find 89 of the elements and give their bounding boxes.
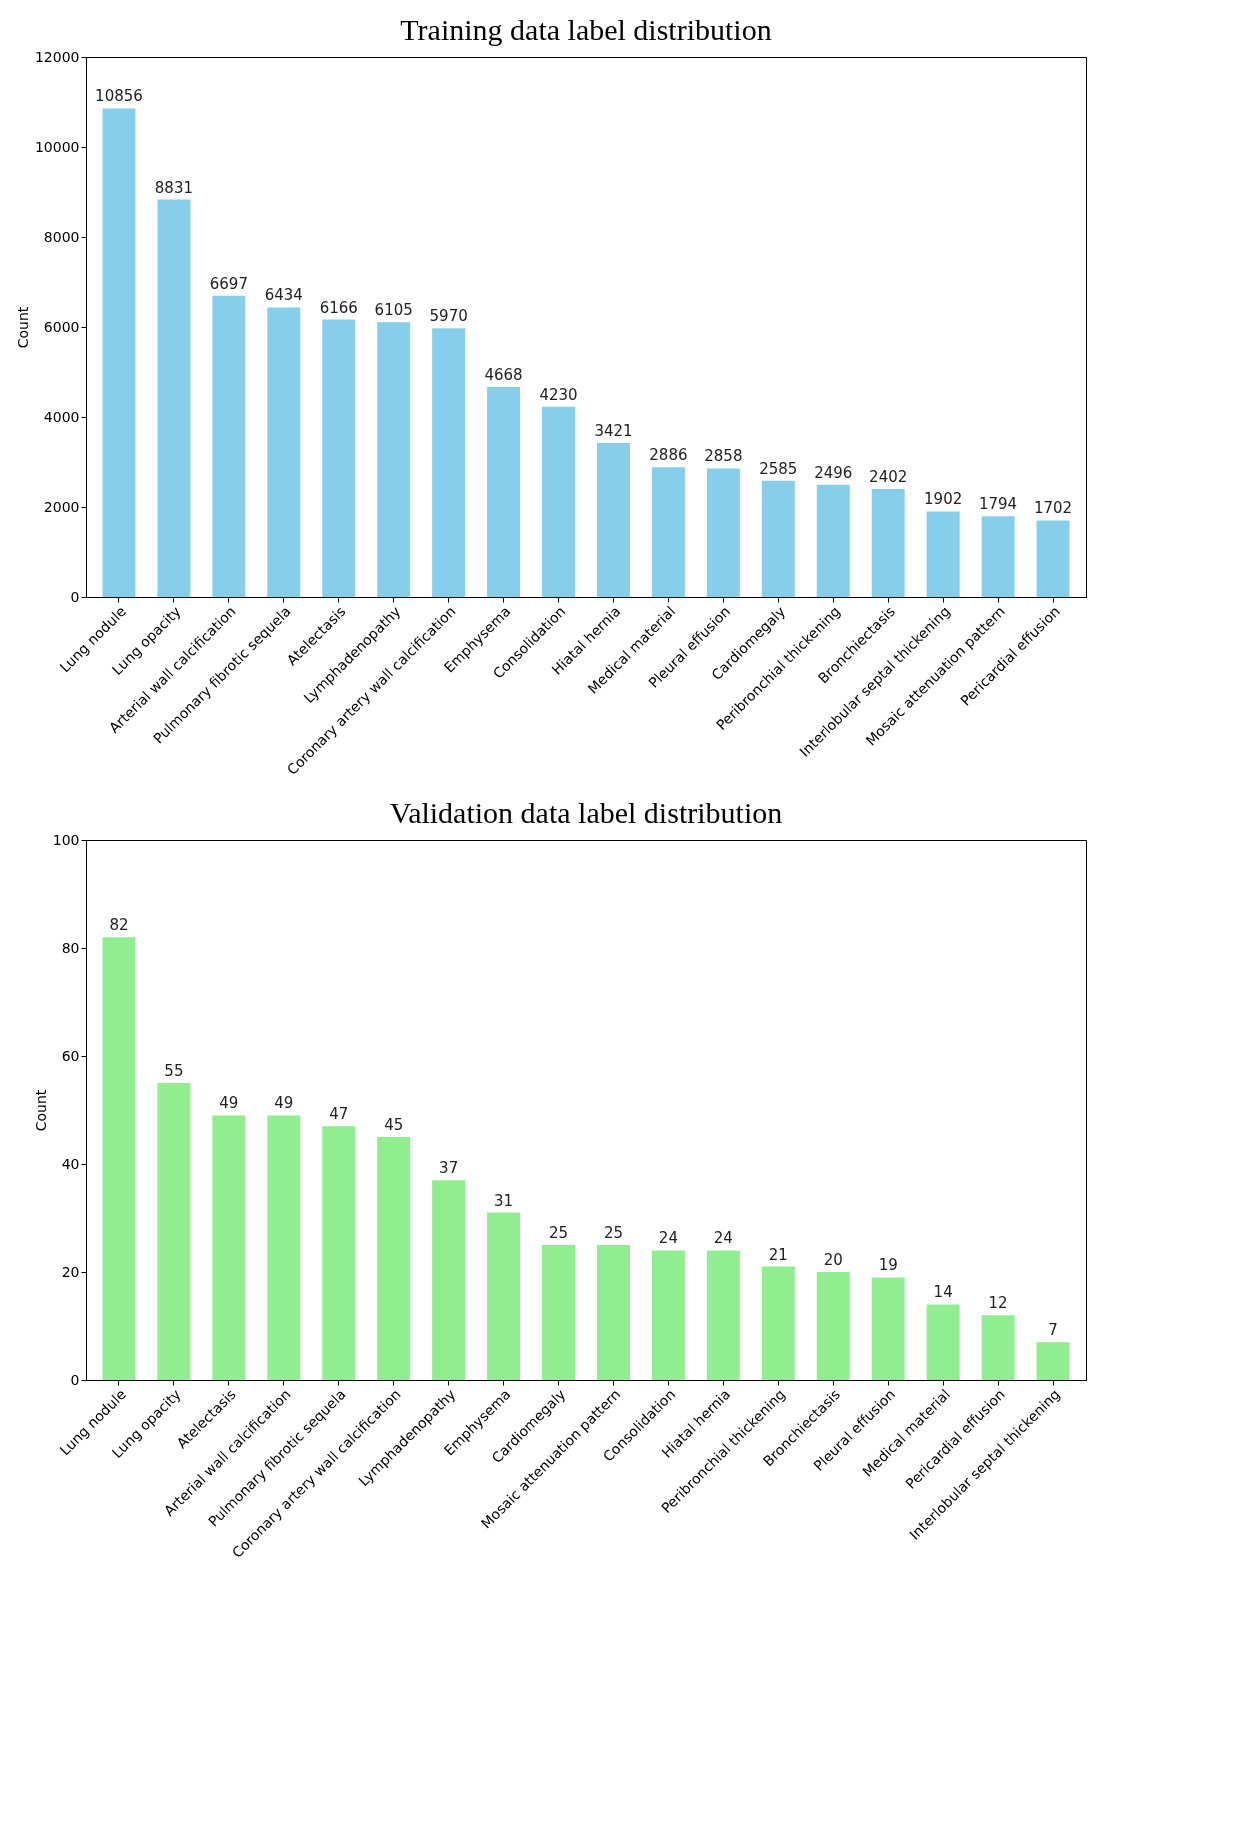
y-tick-label: 12000	[34, 48, 80, 65]
bar	[542, 406, 576, 597]
data-label: 49	[274, 1094, 294, 1113]
bar	[761, 1266, 795, 1380]
data-label: 19	[878, 1256, 898, 1275]
data-label: 2496	[814, 463, 853, 482]
bar	[871, 488, 905, 597]
data-label: 45	[384, 1116, 404, 1134]
bar	[816, 484, 850, 597]
bar	[487, 1212, 521, 1380]
data-label: 55	[164, 1062, 184, 1080]
bar	[212, 295, 246, 597]
data-label: 47	[329, 1105, 349, 1124]
y-tick-label: 0	[70, 588, 80, 605]
bar	[1036, 520, 1070, 597]
bar	[432, 328, 466, 597]
y-tick-label: 100	[52, 831, 80, 848]
data-label: 82	[109, 916, 129, 935]
bar	[322, 1126, 356, 1380]
bar	[102, 108, 136, 597]
bar	[761, 480, 795, 597]
bar	[267, 1115, 301, 1380]
data-label: 10856	[95, 87, 143, 106]
y-axis-title: Count	[14, 306, 31, 349]
y-tick-label: 2000	[43, 498, 80, 515]
bar	[487, 386, 521, 597]
bar	[981, 516, 1015, 597]
bar	[1036, 1342, 1070, 1380]
data-label: 25	[603, 1224, 624, 1242]
data-label: 3421	[594, 422, 633, 441]
bar	[871, 1277, 905, 1380]
bar	[816, 1272, 850, 1380]
data-label: 2858	[704, 447, 743, 466]
bar	[377, 1137, 411, 1380]
y-tick-label: 8000	[43, 228, 80, 245]
data-label: 6434	[264, 286, 303, 305]
data-label: 5970	[429, 307, 468, 326]
bar	[981, 1315, 1015, 1380]
data-label: 7	[1048, 1321, 1058, 1340]
bar	[596, 1245, 630, 1380]
data-label: 49	[219, 1094, 239, 1113]
bar	[706, 1250, 740, 1380]
data-label: 8831	[154, 178, 194, 197]
bar	[706, 468, 740, 597]
y-tick-label: 4000	[43, 408, 80, 425]
data-label: 6697	[209, 274, 248, 293]
y-tick-label: 20	[61, 1263, 80, 1280]
y-tick-label: 10000	[34, 138, 80, 155]
data-label: 12	[988, 1294, 1008, 1313]
bar	[596, 443, 630, 597]
data-label: 25	[548, 1224, 569, 1242]
y-axis-title: Count	[32, 1089, 49, 1132]
bar	[267, 307, 301, 597]
data-label: 6105	[374, 301, 413, 320]
bar	[322, 319, 356, 597]
data-label: 1702	[1033, 499, 1073, 518]
data-label: 2402	[869, 467, 908, 486]
data-label: 2585	[759, 459, 798, 478]
bar	[651, 1250, 685, 1380]
data-label: 4668	[484, 365, 523, 384]
data-label: 24	[713, 1229, 733, 1248]
data-label: 6166	[319, 298, 358, 317]
data-label: 24	[658, 1229, 678, 1248]
chart-title: Validation data label distribution	[389, 796, 783, 829]
data-label: 1794	[978, 495, 1018, 514]
y-tick-label: 0	[70, 1371, 80, 1388]
bar	[157, 1083, 191, 1380]
data-label: 31	[494, 1191, 514, 1210]
bar	[926, 1304, 960, 1380]
data-label: 21	[768, 1245, 788, 1264]
data-label: 20	[823, 1251, 843, 1269]
bar	[651, 467, 685, 597]
data-label: 4230	[539, 385, 578, 404]
bar	[102, 937, 136, 1380]
data-label: 37	[439, 1159, 459, 1178]
bar	[212, 1115, 246, 1380]
y-tick-label: 80	[61, 939, 80, 956]
data-label: 14	[933, 1283, 953, 1302]
bar	[377, 322, 411, 597]
bar	[157, 199, 191, 597]
data-label: 2886	[649, 446, 688, 465]
chart-title: Training data label distribution	[400, 13, 772, 46]
y-tick-label: 40	[61, 1155, 80, 1172]
bar	[432, 1180, 466, 1380]
y-tick-label: 6000	[43, 318, 80, 335]
data-label: 1902	[924, 490, 963, 509]
bar	[542, 1245, 576, 1380]
y-tick-label: 60	[61, 1047, 80, 1064]
bar	[926, 511, 960, 597]
